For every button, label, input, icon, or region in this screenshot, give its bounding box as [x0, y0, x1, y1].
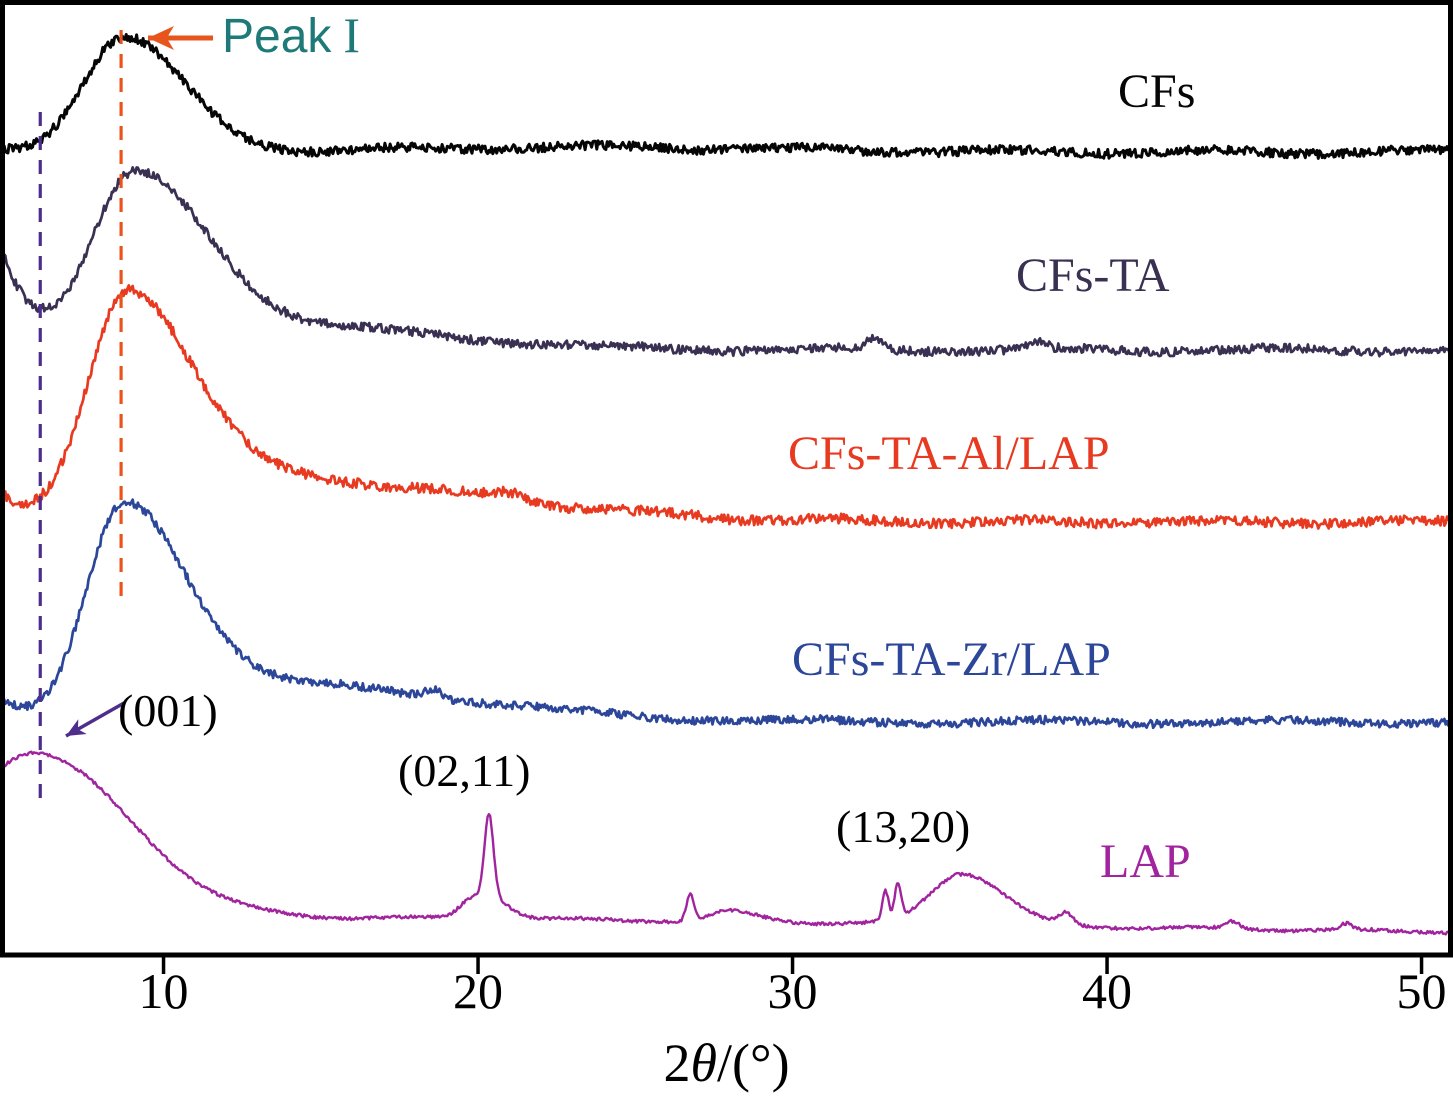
x-axis-title-prefix: 2	[663, 1033, 691, 1093]
x-axis-title-theta: θ	[690, 1033, 717, 1093]
series-label-cfs-ta-zr-lap: CFs-TA-Zr/LAP	[792, 633, 1111, 686]
annotation-peak-i: Peak I	[222, 10, 360, 61]
annotation-02-11: (02,11)	[398, 745, 531, 796]
annotation-001: (001)	[118, 685, 218, 736]
peak-i-word: Peak	[222, 10, 332, 63]
x-tick-label: 50	[1396, 963, 1447, 1019]
x-tick-label: 10	[138, 963, 189, 1019]
x-tick-label: 40	[1082, 963, 1133, 1019]
annotation-13-20: (13,20)	[836, 801, 971, 852]
series-label-lap: LAP	[1100, 835, 1191, 888]
x-axis-title: 2θ/(°)	[0, 1032, 1453, 1094]
x-tick-label: 30	[767, 963, 818, 1019]
peak-i-numeral: I	[343, 7, 361, 63]
series-label-cfs-ta-al-lap: CFs-TA-Al/LAP	[788, 427, 1110, 480]
x-tick-label: 20	[453, 963, 504, 1019]
series-label-cfs: CFs	[1118, 65, 1196, 118]
x-axis-title-suffix: /(°)	[716, 1033, 790, 1093]
series-label-cfs-ta: CFs-TA	[1016, 249, 1170, 302]
